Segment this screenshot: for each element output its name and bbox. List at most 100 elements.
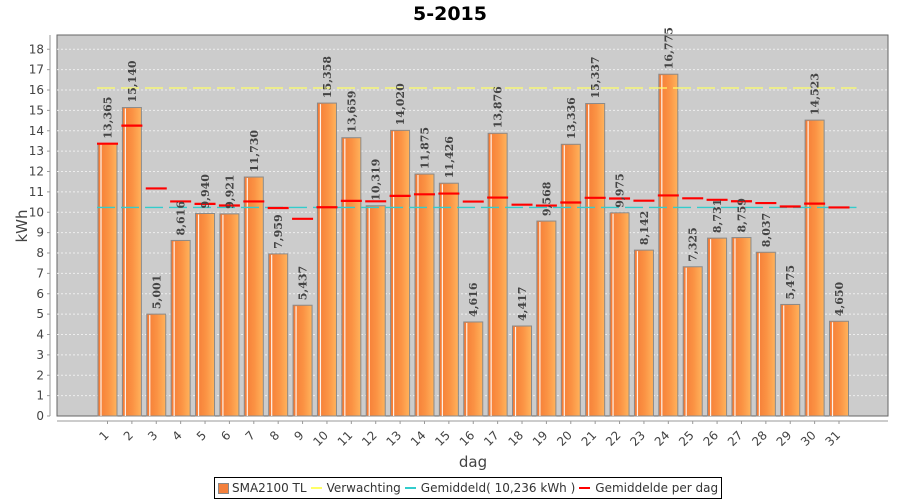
legend-label: Gemiddeld( 10,236 kWh ) [420,481,576,495]
bar [536,220,557,417]
x-tick-label: 17 [481,428,502,449]
x-tick-label: 3 [145,428,160,443]
legend-item: Gemiddeld( 10,236 kWh ) [404,481,576,495]
x-tick-label: 18 [505,428,526,449]
bar [292,304,313,417]
bar [512,325,533,417]
legend-swatch-line [310,487,322,489]
legend-swatch-box [218,482,229,494]
x-tick-label: 14 [408,428,429,449]
x-tick-label: 22 [603,428,624,449]
bar-value-label: 13,365 [102,97,115,139]
bar-value-label: 7,325 [687,227,700,261]
x-tick-label: 23 [627,428,648,449]
x-axis-label: dag [459,453,487,471]
bar-value-label: 5,475 [784,265,797,299]
bar [780,303,801,417]
x-tick-label: 27 [725,428,746,449]
bar-value-label: 5,437 [297,266,310,300]
bar [560,143,581,417]
x-tick-label: 6 [218,428,233,443]
x-tick-label: 21 [579,428,600,449]
bar-value-label: 16,775 [662,27,675,69]
bar-value-label: 8,759 [735,198,748,232]
bar-value-label: 10,319 [370,159,383,201]
bar [268,253,289,417]
x-tick-label: 29 [774,428,795,449]
x-tick-label: 10 [310,428,331,449]
bar [658,73,679,417]
bar-value-label: 13,336 [565,97,578,139]
chart-title: 5-2015 [413,3,487,25]
x-tick-label: 13 [384,428,405,449]
y-axis-label: kWh [13,209,31,242]
bar-value-label: 8,037 [760,213,773,247]
y-tick-label: 5 [36,307,44,321]
y-tick-label: 1 [36,389,44,403]
legend-swatch-line [579,487,591,489]
x-tick-label: 5 [194,428,209,443]
bar [487,132,508,417]
x-tick-label: 11 [335,428,356,449]
bar [195,212,216,417]
bar-value-label: 8,142 [638,211,651,245]
y-tick-label: 11 [29,185,44,199]
bar [463,321,484,417]
bar [804,119,825,417]
bar [243,176,264,417]
y-tick-label: 15 [29,103,44,117]
x-tick-label: 25 [676,428,697,449]
bar [121,107,142,417]
bar-value-label: 9,921 [223,174,236,208]
bar-value-label: 8,731 [711,199,724,233]
bar [414,173,435,417]
bar-value-label: 11,730 [248,130,261,172]
y-tick-label: 17 [29,63,44,77]
bar-value-label: 4,650 [833,281,846,316]
bar [585,103,606,417]
bar [365,205,386,417]
bar-value-label: 13,659 [345,91,358,133]
legend-swatch-line [404,487,416,489]
bar-value-label: 9,568 [540,181,553,216]
bar [316,102,337,417]
bar-value-label: 14,523 [809,73,822,115]
y-tick-label: 2 [36,368,44,382]
bar [390,129,411,417]
y-tick-label: 10 [29,205,44,219]
bar-value-label: 4,417 [516,287,529,321]
x-tick-label: 20 [554,428,575,449]
bar [170,239,191,417]
bar [633,249,654,417]
bar-value-label: 13,876 [492,86,505,128]
bar-value-label: 11,875 [418,127,431,169]
bar-value-label: 4,616 [467,282,480,317]
bar-value-label: 7,959 [272,214,285,248]
x-tick-label: 28 [749,428,770,449]
bar-value-label: 14,020 [394,83,407,125]
x-tick-label: 8 [267,428,282,443]
x-tick-label: 4 [169,428,184,443]
y-tick-label: 3 [36,348,44,362]
bar [682,266,703,417]
y-tick-label: 0 [36,409,44,423]
x-tick-label: 15 [432,428,453,449]
y-tick-label: 13 [29,144,44,158]
bar-value-label: 5,001 [150,275,163,309]
bar-value-label: 15,358 [321,56,334,98]
bar-value-label: 11,426 [443,136,456,178]
legend-label: Gemiddelde per dag [595,481,719,495]
bar-value-label: 9,975 [614,173,627,207]
bar-value-label: 15,337 [589,56,602,98]
bar-value-label: 15,140 [126,60,139,102]
x-tick-label: 7 [243,428,258,443]
bar-value-label: 9,940 [199,174,212,209]
legend: SMA2100 TL Verwachting Gemiddeld( 10,236 k… [214,477,723,499]
y-tick-label: 4 [36,328,44,342]
legend-item: Gemiddelde per dag [579,481,718,495]
y-tick-label: 16 [29,83,44,97]
x-tick-label: 12 [359,428,380,449]
y-tick-label: 9 [36,226,44,240]
x-tick-label: 19 [530,428,551,449]
